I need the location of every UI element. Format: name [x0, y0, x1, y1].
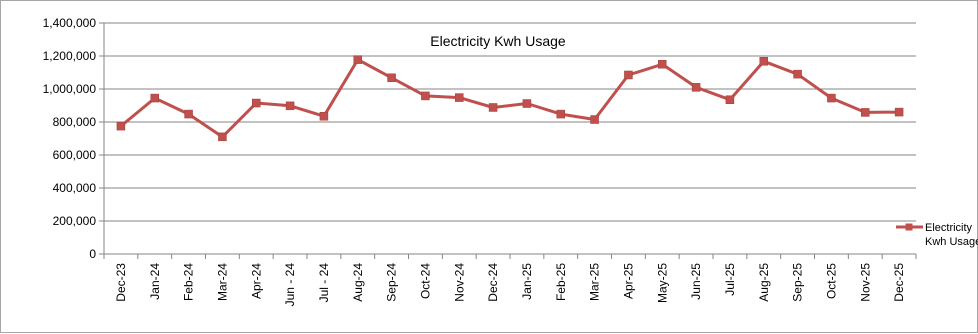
legend-label: Electricity	[925, 222, 973, 234]
data-point-marker	[218, 132, 227, 142]
data-point-marker	[455, 93, 464, 102]
data-point-marker	[488, 103, 498, 112]
x-tick-label: Nov-25	[858, 263, 872, 302]
x-tick-label: Feb-24	[182, 263, 196, 301]
data-point-marker	[556, 109, 565, 119]
data-point-marker	[725, 95, 735, 104]
x-tick-label: Apr-24	[249, 263, 263, 299]
axes	[99, 22, 917, 259]
x-tick-label: Aug-25	[757, 263, 771, 302]
y-tick-label: 1,200,000	[43, 49, 97, 63]
legend-label: Kwh Usage	[925, 236, 978, 248]
data-point-marker	[387, 73, 396, 83]
x-tick-label: Jan-25	[520, 263, 534, 300]
data-point-marker	[252, 98, 261, 108]
x-tick-label: Jan-24	[148, 263, 162, 300]
y-tick-labels: 0 200,000 400,000 600,000 800,000 1,000,000 1,…	[43, 16, 97, 261]
data-point-marker	[116, 121, 126, 131]
x-tick-label: Nov-24	[452, 263, 466, 302]
y-tick-label: 1,000,000	[43, 82, 97, 96]
data-point-marker	[590, 115, 599, 124]
y-tick-label: 400,000	[53, 181, 97, 195]
data-point-marker	[759, 57, 768, 66]
chart-title: Electricity Kwh Usage	[430, 33, 566, 49]
data-point-marker	[421, 91, 430, 101]
x-tick-label: Apr-25	[621, 263, 635, 299]
data-point-marker	[285, 101, 295, 111]
data-point-marker	[522, 99, 532, 108]
x-tick-label: Jun - 24	[283, 263, 297, 307]
data-point-marker	[184, 109, 193, 119]
legend-marker	[905, 223, 913, 231]
data-point-marker	[353, 55, 362, 64]
x-tick-label: Dec-24	[486, 263, 500, 302]
data-point-marker	[793, 69, 802, 79]
y-tick-label: 0	[89, 247, 96, 261]
y-tick-label: 600,000	[53, 148, 97, 162]
series-line	[119, 58, 900, 139]
data-point-marker	[319, 111, 329, 121]
x-tick-label: Aug-24	[351, 263, 365, 302]
y-tick-label: 1,400,000	[43, 16, 97, 30]
x-tick-label: May-25	[655, 263, 669, 303]
y-tick-label: 200,000	[53, 214, 97, 228]
data-point-marker	[827, 93, 836, 103]
x-tick-label: Sep-24	[385, 263, 399, 302]
data-point-marker	[150, 93, 159, 103]
data-point-marker	[894, 107, 904, 117]
legend: Electricity Kwh Usage	[896, 222, 978, 248]
x-tick-label: Feb-25	[554, 263, 568, 301]
x-tick-label: Oct-25	[824, 263, 838, 299]
y-tick-label: 800,000	[53, 115, 97, 129]
data-point-marker	[691, 83, 701, 92]
data-point-marker	[658, 60, 667, 69]
data-point-marker	[861, 108, 870, 117]
x-tick-label: Dec-25	[892, 263, 906, 302]
x-tick-label: Jul-25	[723, 263, 737, 296]
x-tick-label: Oct-24	[418, 263, 432, 299]
x-tick-label: Sep-25	[791, 263, 805, 302]
data-point-marker	[624, 70, 633, 80]
x-tick-label: Jul - 24	[317, 263, 331, 303]
series-layer	[116, 55, 904, 142]
x-tick-label: Mar-24	[215, 263, 229, 301]
x-tick-label: Dec-23	[114, 263, 128, 302]
x-tick-label: Jun-25	[689, 263, 703, 300]
x-tick-labels: Dec-23 Jan-24 Feb-24 Mar-24 Apr-24 Jun - 24 Ju…	[114, 263, 906, 307]
x-tick-label: Mar-25	[588, 263, 602, 301]
gridlines	[104, 22, 916, 222]
